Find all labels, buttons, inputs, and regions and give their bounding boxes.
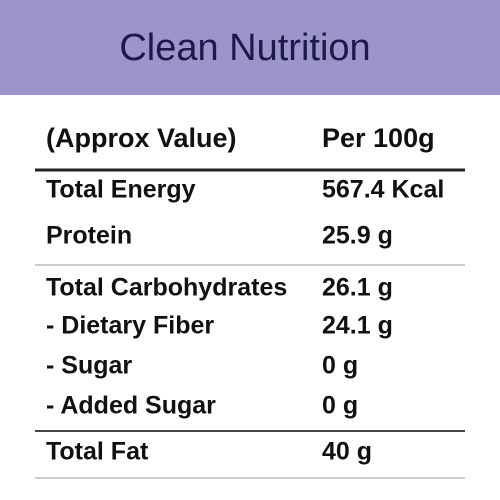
row-value: 567.4 Kcal	[322, 176, 444, 204]
row-label: - Added Sugar	[46, 392, 216, 420]
row-value: 0 g	[322, 392, 358, 420]
row-label: - Sugar	[46, 352, 132, 380]
row-label: Total Fat	[46, 438, 149, 466]
header-band	[0, 0, 500, 95]
column-header: (Approx Value)	[46, 123, 237, 153]
row-label: Total Carbohydrates	[46, 274, 287, 302]
row-value: 24.1 g	[322, 312, 393, 340]
row-label: - Dietary Fiber	[46, 312, 214, 340]
table-body: Total Energy 567.4 Kcal Protein 25.9 g Total…	[46, 176, 444, 466]
row-value: 25.9 g	[322, 222, 393, 250]
row-label: Protein	[46, 222, 132, 250]
title: Clean Nutrition	[119, 27, 370, 69]
row-value: 0 g	[322, 352, 358, 380]
row-value: 26.1 g	[322, 274, 393, 302]
row-label: Total Energy	[46, 176, 196, 204]
column-header: Per 100g	[322, 123, 435, 153]
row-value: 40 g	[322, 438, 372, 466]
